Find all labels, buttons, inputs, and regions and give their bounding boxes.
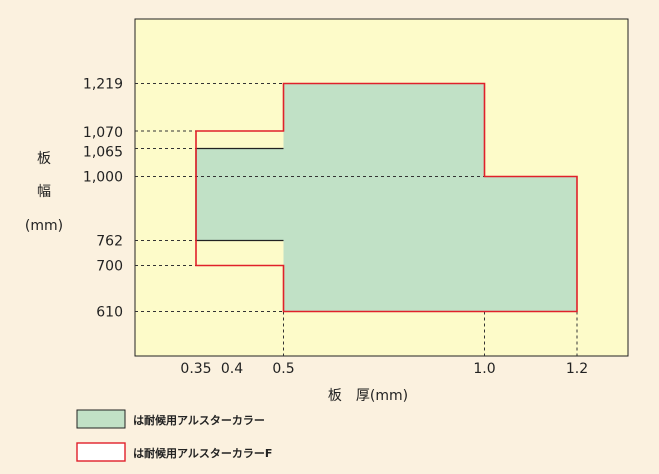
legend-swatch-fill xyxy=(76,409,126,429)
x-tick-label-0: 0.35 xyxy=(180,361,211,377)
x-axis-label: 板 厚(mm) xyxy=(328,388,408,404)
outline-series-f xyxy=(195,82,578,313)
fill-region-1 xyxy=(196,148,284,241)
y-tick-label-5: 700 xyxy=(96,259,123,275)
y-tick-label-1: 1,070 xyxy=(83,125,123,141)
y-axis-label-line-1: 幅 xyxy=(37,184,51,200)
y-tick-label-6: 610 xyxy=(96,305,123,321)
y-axis-label-line-0: 板 xyxy=(37,151,51,167)
legend-label-outline: は耐候用アルスターカラーF xyxy=(133,446,272,460)
legend-swatch-outline xyxy=(76,442,126,462)
y-tick-label-0: 1,219 xyxy=(83,77,123,93)
x-tick-label-4: 1.2 xyxy=(566,361,588,377)
fill-region-2 xyxy=(283,83,485,312)
fill-region-3 xyxy=(484,176,577,312)
y-tick-label-2: 1,065 xyxy=(83,145,123,161)
y-tick-label-4: 762 xyxy=(96,234,123,250)
legend-label-fill: は耐候用アルスターカラー xyxy=(133,413,265,427)
y-tick-label-3: 1,000 xyxy=(83,170,123,186)
x-tick-label-1: 0.4 xyxy=(221,361,243,377)
x-tick-label-3: 1.0 xyxy=(473,361,495,377)
x-tick-label-2: 0.5 xyxy=(272,361,294,377)
y-axis-label-line-2: (mm) xyxy=(25,218,63,234)
